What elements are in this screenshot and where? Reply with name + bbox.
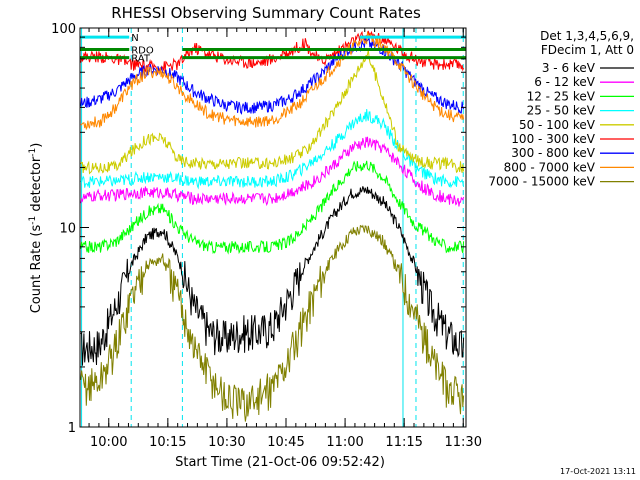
legend-label-25-50-kev: 25 - 50 keV xyxy=(527,104,596,118)
y-axis-label-mid: detector xyxy=(29,156,44,216)
legend-label-7000-15000-kev: 7000 - 15000 keV xyxy=(488,175,595,189)
y-axis-label: Count Rate (s-1 detector-1) xyxy=(28,143,44,314)
legend-label-100-300-kev: 100 - 300 keV xyxy=(511,132,595,146)
series-line-6-12-kev xyxy=(80,136,465,207)
chart-title: RHESSI Observing Summary Count Rates xyxy=(111,4,421,22)
y-tick-label-1: 1 xyxy=(68,421,76,436)
series-line-12-25-kev xyxy=(80,160,465,255)
y-axis-label-main: Count Rate (s xyxy=(29,225,44,314)
legend-label-800-7000-kev: 800 - 7000 keV xyxy=(504,160,596,174)
flag-label-rdo: RDO xyxy=(131,46,154,57)
series-line-800-7000-kev xyxy=(80,30,465,131)
legend-label-50-100-kev: 50 - 100 keV xyxy=(519,118,596,132)
series-line-50-100-kev xyxy=(80,49,465,175)
y-axis-label-sup2: -1 xyxy=(28,148,38,157)
legend-label-6-12-kev: 6 - 12 keV xyxy=(534,75,596,89)
flag-label-rat: RAT xyxy=(131,54,151,65)
timestamp: 17-Oct-2021 13:11 xyxy=(560,467,636,476)
legend-label-12-25-kev: 12 - 25 keV xyxy=(527,89,596,103)
y-tick-label-10: 10 xyxy=(59,222,76,237)
x-axis: 10:00 10:15 10:30 10:45 11:00 11:15 11:30 xyxy=(88,28,482,450)
x-tick-label-1100: 11:00 xyxy=(326,435,363,450)
series-line-25-50-kev xyxy=(80,108,465,190)
legend-header-line-1: Det 1,3,4,5,6,9, xyxy=(540,29,634,43)
legend-label-300-800-kev: 300 - 800 keV xyxy=(511,146,595,160)
y-axis-label-sup1: -1 xyxy=(28,216,38,225)
x-tick-label-1115: 11:15 xyxy=(385,435,422,450)
series-layer xyxy=(80,30,465,422)
x-tick-label-1045: 10:45 xyxy=(267,435,304,450)
legend-header-line-2: FDecim 1, Att 0 xyxy=(541,43,634,57)
legend-label-3-6-kev: 3 - 6 keV xyxy=(542,61,596,75)
legend: Det 1,3,4,5,6,9, FDecim 1, Att 0 3 - 6 k… xyxy=(488,29,634,189)
x-tick-label-1030: 10:30 xyxy=(208,435,245,450)
flag-label-n: N xyxy=(131,33,138,44)
y-tick-label-100: 100 xyxy=(51,22,76,37)
x-tick-label-1015: 10:15 xyxy=(149,435,186,450)
plot-frame xyxy=(79,27,467,428)
series-line-3-6-kev xyxy=(80,186,465,366)
x-tick-label-1000: 10:00 xyxy=(90,435,127,450)
y-axis-label-end: ) xyxy=(29,143,44,148)
x-axis-label: Start Time (21-Oct-06 09:52:42) xyxy=(175,455,385,470)
y-axis: 1 10 100 xyxy=(51,22,466,436)
vertical-markers xyxy=(81,28,464,427)
x-tick-label-1130: 11:30 xyxy=(445,435,482,450)
series-line-7000-15000-kev xyxy=(80,224,465,422)
